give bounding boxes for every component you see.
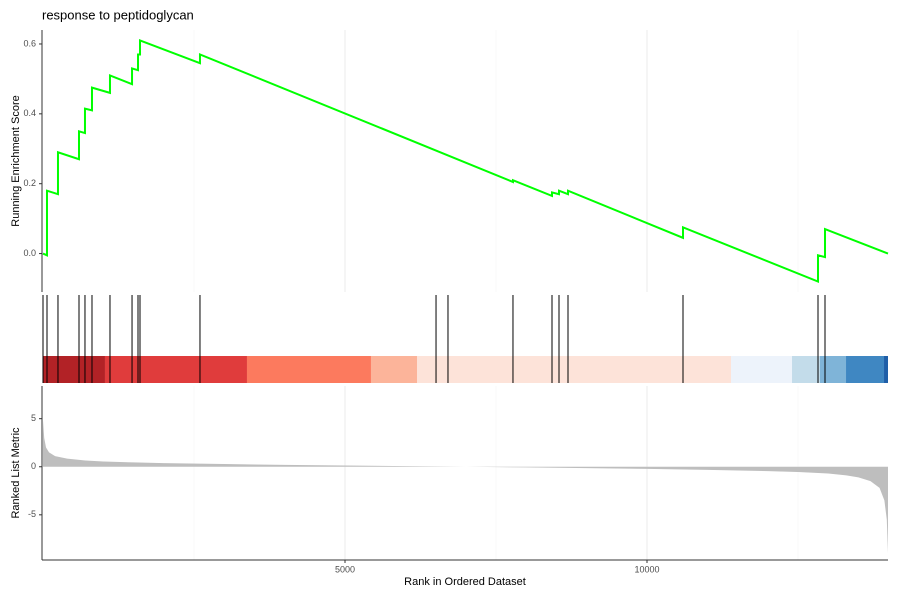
rank-band	[43, 356, 105, 383]
y-tick-label: 0.2	[23, 178, 36, 188]
rank-band	[104, 356, 247, 383]
y-tick-label: 0.0	[23, 248, 36, 258]
x-axis-title: Rank in Ordered Dataset	[404, 576, 526, 588]
rank-band	[846, 356, 885, 383]
rank-band	[370, 356, 417, 383]
rank-band	[416, 356, 732, 383]
y-tick-label: 0.4	[23, 108, 36, 118]
x-tick-label: 10000	[634, 564, 659, 574]
y-tick-label: 0	[31, 461, 36, 471]
y-tick-label: -5	[28, 509, 36, 519]
rank-band	[731, 356, 793, 383]
rank-band	[819, 356, 847, 383]
x-tick-label: 5000	[335, 564, 355, 574]
es-line	[42, 39, 889, 283]
rank-band	[792, 356, 820, 383]
y-axis-title: Running Enrichment Score	[10, 95, 22, 226]
rank-band	[246, 356, 371, 383]
y-tick-label: 5	[31, 413, 36, 423]
rank-band	[884, 356, 888, 383]
metric-area	[43, 420, 888, 554]
y-tick-label: 0.6	[23, 38, 36, 48]
y-axis-title: Ranked List Metric	[10, 427, 22, 519]
chart-title: response to peptidoglycan	[42, 7, 194, 22]
